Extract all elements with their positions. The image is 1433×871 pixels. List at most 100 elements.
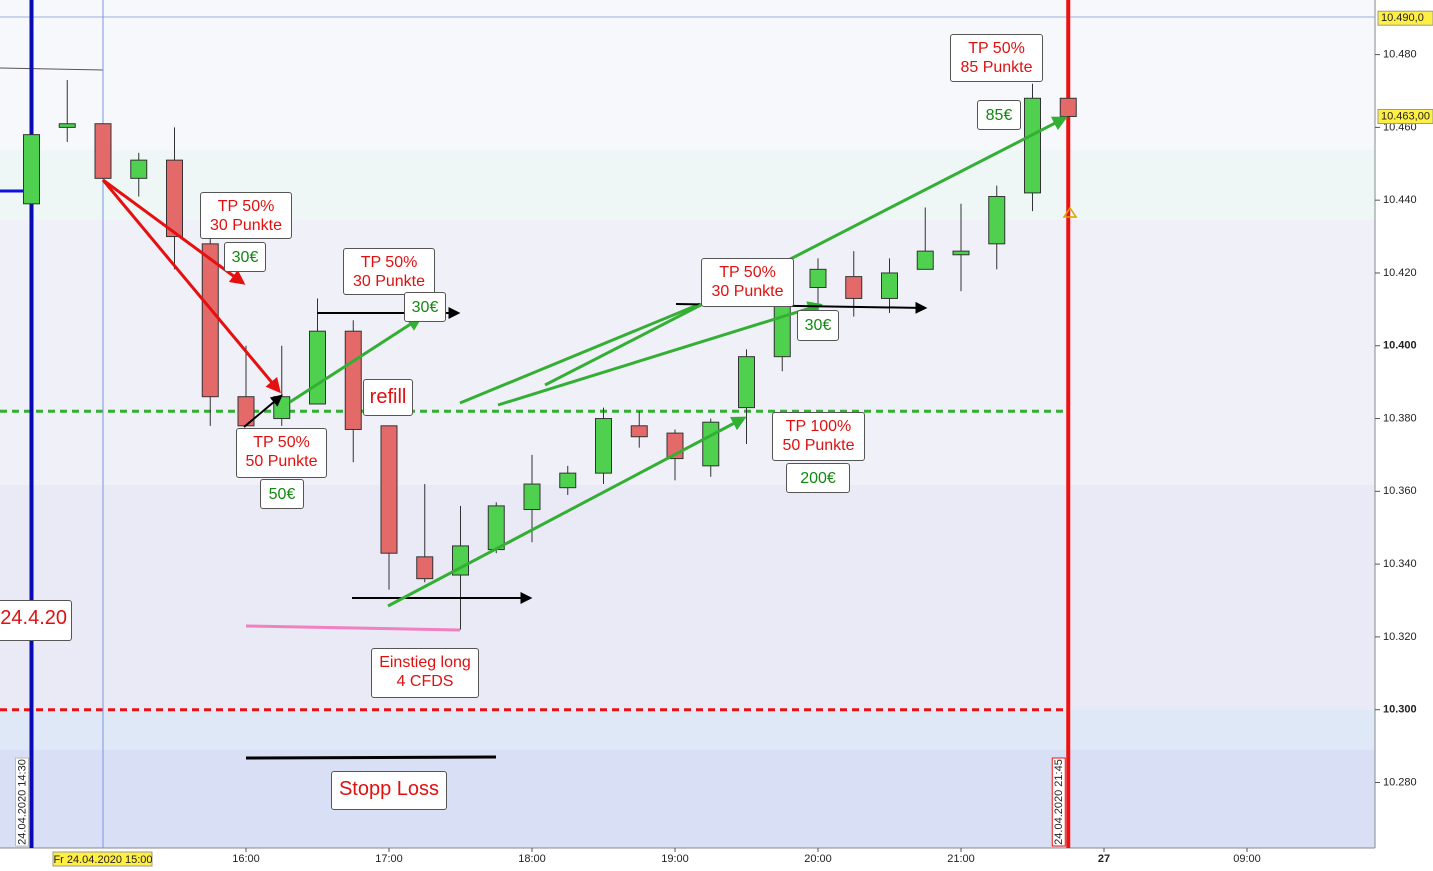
annotation-line: TP 100% bbox=[785, 418, 852, 435]
candle-body bbox=[1024, 97, 1041, 194]
candle-body bbox=[952, 250, 970, 256]
y-tick-label: 10.280 bbox=[1383, 776, 1417, 788]
candle-body bbox=[94, 123, 112, 179]
x-tick-label: 27 bbox=[1098, 853, 1110, 865]
candle-body bbox=[309, 330, 326, 405]
candle-body bbox=[773, 301, 791, 358]
annotation-line: 30 Punkte bbox=[352, 273, 426, 290]
annotation: refill bbox=[363, 379, 413, 416]
annotation: TP 50% 85 Punkte bbox=[950, 34, 1043, 82]
annotation-line: Einstieg long bbox=[379, 654, 471, 671]
annotation: TP 50% 30 Punkte bbox=[343, 248, 435, 295]
y-tick-label: 10.400 bbox=[1383, 340, 1417, 352]
candle-body bbox=[201, 243, 219, 398]
y-tick-label: 10.420 bbox=[1383, 267, 1417, 279]
annotation-line: 30€ bbox=[231, 249, 259, 266]
candle-body bbox=[916, 250, 934, 270]
candle-body bbox=[452, 545, 469, 576]
y-tick-label: 10.320 bbox=[1383, 631, 1417, 643]
annotation-line: 85€ bbox=[985, 107, 1013, 124]
candle-body bbox=[58, 123, 76, 128]
annotation: 85€ bbox=[977, 100, 1021, 130]
annotation: Einstieg long 4 CFDS bbox=[371, 648, 479, 698]
annotation: 50€ bbox=[260, 479, 304, 509]
candle-body bbox=[630, 425, 648, 438]
x-tick-label: 19:00 bbox=[661, 853, 689, 865]
annotation: 30€ bbox=[404, 292, 446, 322]
y-tick-label: 10.340 bbox=[1383, 558, 1417, 570]
time-label: Fr 24.04.2020 15:00 bbox=[53, 854, 152, 866]
annotation: 30€ bbox=[797, 310, 839, 341]
price-label-box bbox=[1377, 10, 1433, 26]
annotation: 200€ bbox=[786, 463, 850, 493]
time-label: 24.04.2020 14:30 bbox=[16, 759, 28, 845]
x-tick-label: 18:00 bbox=[518, 853, 546, 865]
price-label: 10.490,0 bbox=[1381, 12, 1424, 24]
annotation: TP 50% 30 Punkte bbox=[701, 258, 794, 307]
candle-body bbox=[738, 356, 755, 409]
annotation: TP 50% 30 Punkte bbox=[200, 192, 292, 239]
candle-body bbox=[344, 330, 362, 430]
x-tick-label: 20:00 bbox=[804, 853, 832, 865]
annotation: TP 50% 50 Punkte bbox=[236, 428, 327, 478]
time-label-box bbox=[15, 757, 29, 847]
x-tick-label: 17:00 bbox=[375, 853, 403, 865]
drawings bbox=[101, 116, 1078, 760]
annotation-line: TP 50% bbox=[360, 254, 418, 271]
x-tick-label: 21:00 bbox=[947, 853, 975, 865]
annotation-line: TP 50% bbox=[217, 198, 275, 215]
candle-body bbox=[1059, 97, 1077, 117]
annotation-line: 30 Punkte bbox=[711, 283, 784, 300]
time-label: 24.04.2020 21:45 bbox=[1053, 759, 1065, 845]
annotation-line: 200€ bbox=[800, 470, 836, 487]
candle-body bbox=[523, 483, 541, 511]
candle-body bbox=[559, 472, 577, 489]
y-tick-label: 10.300 bbox=[1383, 704, 1417, 716]
annotation-line: 85 Punkte bbox=[960, 59, 1033, 76]
annotation-line: TP 50% bbox=[253, 434, 310, 451]
annotation-line: 50 Punkte bbox=[245, 453, 318, 470]
annotation-line: refill bbox=[369, 386, 407, 408]
candle-body bbox=[130, 159, 148, 179]
x-tick-label: 09:00 bbox=[1233, 853, 1261, 865]
candle-body bbox=[988, 196, 1006, 245]
annotation: 24.4.20 bbox=[0, 600, 72, 641]
candle-body bbox=[416, 556, 434, 580]
candle-body bbox=[809, 268, 827, 289]
annotation-line: 30 Punkte bbox=[209, 217, 283, 234]
annotation: TP 100% 50 Punkte bbox=[772, 412, 865, 461]
candle-body bbox=[487, 505, 505, 551]
y-tick-label: 10.360 bbox=[1383, 485, 1417, 497]
annotation: Stopp Loss bbox=[331, 771, 447, 810]
y-tick-label: 10.460 bbox=[1383, 121, 1417, 133]
price-label: 10.463,00 bbox=[1381, 110, 1430, 122]
annotation-line: Stopp Loss bbox=[338, 778, 440, 800]
candle-body bbox=[595, 418, 612, 474]
candle-body bbox=[702, 421, 720, 467]
annotation-line: 50 Punkte bbox=[782, 437, 855, 454]
annotation-line: TP 50% bbox=[968, 40, 1025, 57]
candle-body bbox=[881, 272, 898, 299]
y-tick-label: 10.440 bbox=[1383, 194, 1417, 206]
annotation-line: TP 50% bbox=[719, 264, 776, 281]
plot bbox=[0, 0, 1077, 848]
candle-body bbox=[380, 425, 398, 554]
x-tick-label: 16:00 bbox=[232, 853, 260, 865]
candle-body bbox=[845, 276, 863, 299]
price-label-box bbox=[1377, 108, 1433, 124]
candle-body bbox=[23, 134, 40, 205]
annotation-line: 24.4.20 bbox=[0, 607, 67, 629]
annotation: 30€ bbox=[224, 242, 266, 272]
y-tick-label: 10.380 bbox=[1383, 412, 1417, 424]
y-tick-label: 10.480 bbox=[1383, 48, 1417, 60]
candle-body bbox=[166, 159, 183, 238]
annotation-line: 30€ bbox=[804, 317, 832, 334]
annotation-line: 50€ bbox=[268, 486, 296, 503]
time-label-box bbox=[1051, 757, 1066, 847]
annotation-line: 30€ bbox=[411, 299, 439, 316]
annotation-line: 4 CFDS bbox=[396, 673, 454, 690]
time-label-box bbox=[52, 851, 153, 867]
